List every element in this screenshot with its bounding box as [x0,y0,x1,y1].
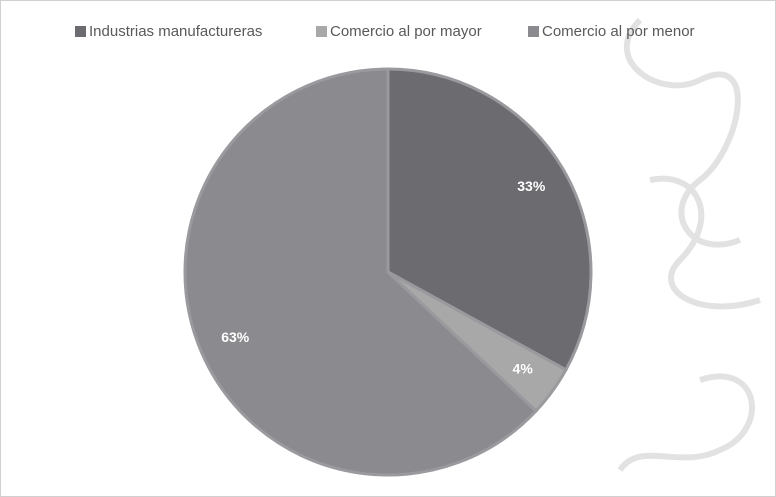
legend-label: Comercio al por mayor [330,23,482,40]
data-label: 4% [513,361,534,377]
legend-label: Industrias manufactureras [89,23,262,40]
data-label: 33% [517,178,546,194]
legend-swatch [316,26,327,37]
pie-slice [386,67,593,372]
legend-swatch [75,26,86,37]
legend-label: Comercio al por menor [542,23,695,40]
background-ornament [617,17,761,472]
legend-swatch [528,26,539,37]
pie-slice [183,67,539,477]
data-label: 63% [221,329,250,345]
